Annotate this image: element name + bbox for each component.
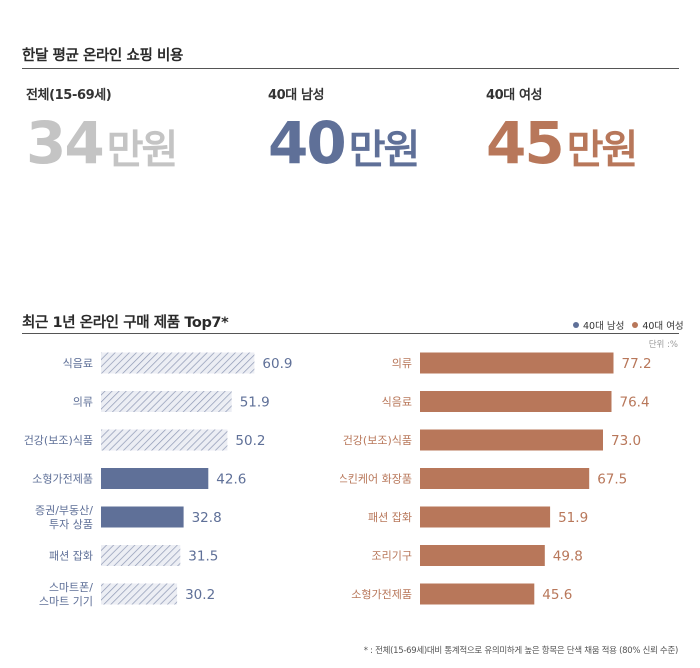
category-label-male-6: 스마트폰/스마트 기기 xyxy=(39,581,93,608)
legend-male-label: 40대 남성 xyxy=(583,321,625,332)
stat-male40-value: 40 만원 xyxy=(268,109,421,177)
category-label-line: 조리기구 xyxy=(372,550,412,563)
unit-note: 단위 :% xyxy=(648,340,678,350)
stat-female40-label: 40대 여성 xyxy=(486,88,543,103)
products-section-title: 최근 1년 온라인 구매 제품 Top7* xyxy=(22,315,229,331)
value-label-male-3: 42.6 xyxy=(216,472,246,488)
spending-section-title: 한달 평균 온라인 쇼핑 비용 xyxy=(22,48,183,64)
chart-legend: 40대 남성 40대 여성 xyxy=(573,318,684,332)
bar-female-2 xyxy=(420,429,603,451)
stat-female40-value: 45 만원 xyxy=(486,109,639,177)
stat-female40-unit: 만원 xyxy=(566,127,639,173)
category-label-male-5: 패션 잡화 xyxy=(49,550,93,563)
products-section-divider xyxy=(22,333,679,334)
stat-total: 전체(15-69세) 34 만원 xyxy=(26,84,179,177)
stat-male40: 40대 남성 40 만원 xyxy=(268,84,421,177)
category-label-line: 투자 상품 xyxy=(49,518,93,531)
bar-male-4 xyxy=(101,506,184,528)
category-label-line: 소형가전제품 xyxy=(351,588,412,601)
stat-male40-label: 40대 남성 xyxy=(268,88,325,103)
value-label-male-1: 51.9 xyxy=(240,395,270,411)
category-label-line: 패션 잡화 xyxy=(368,511,412,524)
category-label-line: 증권/부동산/ xyxy=(35,504,93,517)
stat-female40: 40대 여성 45 만원 xyxy=(486,84,639,177)
female-products-chart: 의류 77.2 식음료 76.4 건강(보조)식품 73.0 스킨케어 화장품 67.5 패션 … xyxy=(340,352,652,605)
category-label-male-1: 의류 xyxy=(73,396,93,409)
bar-female-4 xyxy=(420,506,551,528)
category-label-line: 스마트 기기 xyxy=(39,595,93,608)
category-label-female-2: 건강(보조)식품 xyxy=(343,434,412,447)
value-label-female-2: 73.0 xyxy=(611,433,641,449)
bar-female-3 xyxy=(420,468,590,489)
bar-female-0 xyxy=(420,352,614,374)
value-label-female-6: 45.6 xyxy=(542,587,572,603)
value-label-male-5: 31.5 xyxy=(188,549,218,565)
bar-male-6 xyxy=(101,583,178,605)
category-label-female-5: 조리기구 xyxy=(372,550,412,563)
value-label-male-6: 30.2 xyxy=(185,587,215,603)
category-label-female-3: 스킨케어 화장품 xyxy=(340,473,412,486)
bar-male-1 xyxy=(101,391,232,412)
category-label-line: 식음료 xyxy=(382,396,412,409)
stat-male40-number: 40 xyxy=(268,109,347,177)
bar-female-5 xyxy=(420,545,545,566)
legend-female-label: 40대 여성 xyxy=(642,321,684,332)
stat-total-value: 34 만원 xyxy=(26,109,179,177)
category-label-female-1: 식음료 xyxy=(382,396,412,409)
category-label-line: 스킨케어 화장품 xyxy=(340,473,412,486)
category-label-male-0: 식음료 xyxy=(63,357,93,370)
category-label-line: 건강(보조)식품 xyxy=(343,434,412,447)
legend-male-swatch xyxy=(573,322,579,328)
category-label-female-4: 패션 잡화 xyxy=(368,511,412,524)
category-label-line: 스마트폰/ xyxy=(49,581,93,594)
stat-total-unit: 만원 xyxy=(106,127,179,173)
spending-section-divider xyxy=(22,68,679,69)
bar-male-3 xyxy=(101,468,209,489)
bar-male-5 xyxy=(101,545,181,566)
bar-male-0 xyxy=(101,352,255,374)
value-label-male-2: 50.2 xyxy=(235,433,265,449)
value-label-male-0: 60.9 xyxy=(262,356,292,372)
stat-total-number: 34 xyxy=(26,109,105,177)
category-label-line: 의류 xyxy=(73,396,93,409)
category-label-line: 패션 잡화 xyxy=(49,550,93,563)
value-label-female-1: 76.4 xyxy=(620,395,650,411)
stat-total-label: 전체(15-69세) xyxy=(26,88,112,103)
category-label-line: 소형가전제품 xyxy=(32,473,93,486)
legend-female-swatch xyxy=(632,322,639,328)
category-label-line: 건강(보조)식품 xyxy=(24,434,93,447)
category-label-male-3: 소형가전제품 xyxy=(32,473,93,486)
stat-female40-number: 45 xyxy=(486,109,565,177)
category-label-female-6: 소형가전제품 xyxy=(351,588,412,601)
bar-female-1 xyxy=(420,391,612,412)
value-label-female-4: 51.9 xyxy=(558,510,588,526)
stat-male40-unit: 만원 xyxy=(348,127,421,173)
category-label-male-2: 건강(보조)식품 xyxy=(24,434,93,447)
category-label-line: 식음료 xyxy=(63,357,93,370)
bar-female-6 xyxy=(420,583,535,605)
bar-male-2 xyxy=(101,429,228,451)
category-label-female-0: 의류 xyxy=(392,357,412,370)
value-label-female-5: 49.8 xyxy=(553,549,583,565)
footnote: * : 전체(15-69세)대비 통계적으로 유의미하게 높은 항목은 단색 채… xyxy=(363,646,679,656)
value-label-female-0: 77.2 xyxy=(622,356,652,372)
male-products-chart: 식음료 60.9 의류 51.9 건강(보조)식품 50.2 소형가전제품 42.6 증권/부동… xyxy=(24,352,292,608)
category-label-male-4: 증권/부동산/투자 상품 xyxy=(35,504,93,531)
value-label-male-4: 32.8 xyxy=(192,510,222,526)
category-label-line: 의류 xyxy=(392,357,412,370)
value-label-female-3: 67.5 xyxy=(597,472,627,488)
